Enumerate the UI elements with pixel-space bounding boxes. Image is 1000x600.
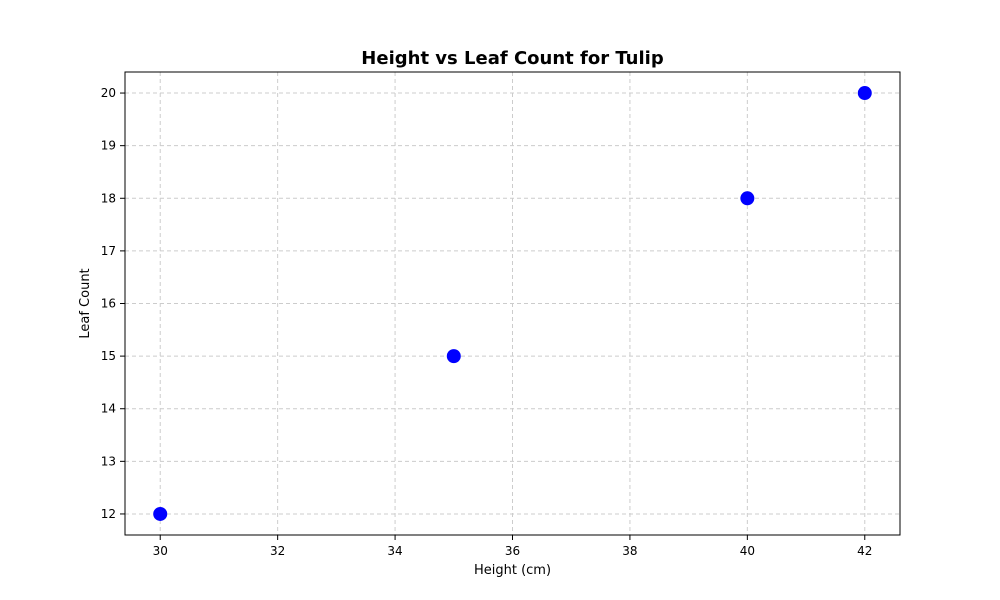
y-tick-label: 18 — [101, 191, 116, 205]
x-tick-label: 42 — [857, 544, 872, 558]
y-tick-label: 17 — [101, 244, 116, 258]
y-tick-label: 14 — [101, 402, 116, 416]
x-tick-label: 34 — [387, 544, 402, 558]
data-point — [857, 86, 872, 101]
y-axis-label: Leaf Count — [78, 268, 93, 338]
y-tick-label: 15 — [101, 349, 116, 363]
x-tick-label: 38 — [622, 544, 637, 558]
axis-ticks: 30 32 34 36 38 40 42 12 13 14 15 16 17 18 19 20 — [101, 86, 873, 558]
grid — [125, 72, 900, 535]
plot-area — [124, 71, 901, 536]
x-tick-label: 40 — [740, 544, 755, 558]
x-tick-label: 32 — [270, 544, 285, 558]
data-point — [740, 191, 755, 206]
x-tick-label: 30 — [153, 544, 168, 558]
chart-title: Height vs Leaf Count for Tulip — [361, 48, 664, 69]
y-tick-label: 13 — [101, 454, 116, 468]
y-tick-label: 12 — [101, 507, 116, 521]
y-tick-label: 19 — [101, 139, 116, 153]
data-point — [446, 349, 461, 364]
data-points — [153, 86, 872, 521]
y-tick-label: 20 — [101, 86, 116, 100]
x-tick-label: 36 — [505, 544, 520, 558]
data-point — [153, 506, 168, 521]
x-axis-label: Height (cm) — [474, 563, 551, 578]
y-tick-label: 16 — [101, 297, 116, 311]
